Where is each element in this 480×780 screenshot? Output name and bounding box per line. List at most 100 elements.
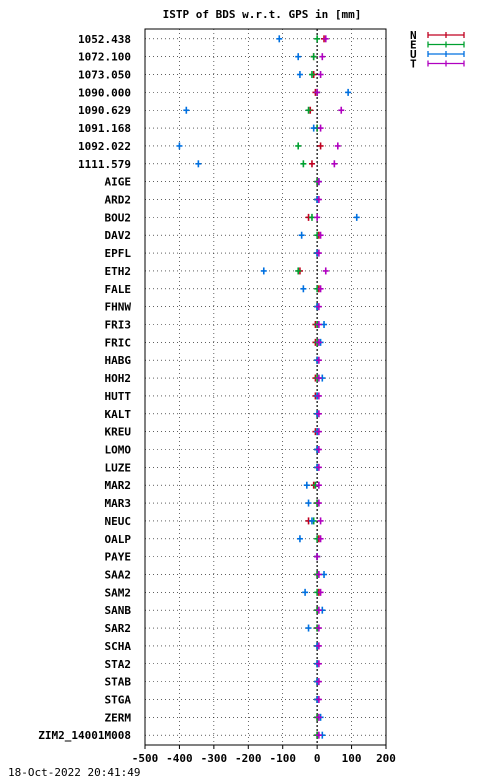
station-label: HABG	[105, 354, 132, 367]
data-point-u	[303, 481, 310, 489]
data-point-u	[176, 142, 183, 150]
x-tick-label: -100	[269, 752, 296, 765]
station-label: 1073.050	[78, 69, 131, 82]
data-point-u	[353, 213, 360, 221]
station-label: FRI3	[105, 319, 132, 332]
data-point-u	[183, 106, 190, 114]
data-point-t	[322, 35, 329, 43]
data-point-u	[305, 499, 312, 507]
footer-timestamp: 18-Oct-2022 20:41:49	[8, 766, 140, 779]
station-label: ARD2	[105, 194, 132, 207]
data-point-t	[322, 267, 329, 275]
data-point-u	[296, 535, 303, 543]
data-point-t	[315, 178, 322, 186]
data-point-t	[317, 231, 324, 239]
data-point-t	[315, 660, 322, 668]
data-point-t	[315, 624, 322, 632]
data-point-u	[345, 88, 352, 96]
data-point-u	[300, 285, 307, 293]
data-point-u	[296, 71, 303, 79]
data-point-t	[315, 678, 322, 686]
plot-frame	[144, 28, 387, 746]
station-label: FRIC	[105, 336, 132, 349]
x-tick-label: -300	[201, 752, 228, 765]
station-label: STA2	[105, 658, 132, 671]
x-tick-label: -400	[166, 752, 193, 765]
legend-label-u: U	[410, 48, 417, 61]
data-point-u	[298, 231, 305, 239]
station-label: HUTT	[105, 390, 132, 403]
station-label: ZERM	[105, 711, 132, 724]
station-label: SCHA	[105, 640, 132, 653]
station-label: 1091.168	[78, 122, 131, 135]
data-point-e	[295, 267, 302, 275]
station-label: BOU2	[105, 211, 132, 224]
legend-swatch-u	[427, 51, 465, 57]
station-label: 1072.100	[78, 51, 131, 64]
station-label: AIGE	[105, 176, 132, 189]
data-point-t	[317, 535, 324, 543]
data-point-t	[315, 428, 322, 436]
station-label: 1092.022	[78, 140, 131, 153]
data-point-t	[315, 249, 322, 257]
station-label: STAB	[105, 676, 132, 689]
station-label: DAV2	[105, 229, 132, 242]
station-rows: 1052.438 1072.100 1073.050 1090.000 1090.629…	[38, 33, 360, 742]
data-point-t	[315, 392, 322, 400]
station-label: LOMO	[105, 443, 132, 456]
data-point-e	[310, 53, 317, 61]
x-axis: -500 -400 -300 -200 -100 0 100 200	[132, 745, 396, 765]
legend-swatch-t	[427, 60, 465, 67]
data-point-u	[321, 570, 328, 578]
data-point-t	[315, 606, 322, 614]
data-point-u	[321, 321, 328, 329]
station-label: FHNW	[105, 301, 132, 314]
data-point-t	[315, 499, 322, 507]
data-point-t	[317, 285, 324, 293]
data-point-t	[315, 695, 322, 703]
station-label: OALP	[105, 533, 132, 546]
data-point-u	[305, 624, 312, 632]
x-tick-label: 200	[376, 752, 396, 765]
data-point-t	[315, 642, 322, 650]
data-point-u	[310, 124, 317, 132]
station-label: NEUC	[105, 515, 132, 528]
station-label: 1090.629	[78, 104, 131, 117]
data-point-t	[317, 124, 324, 132]
data-point-u	[260, 267, 267, 275]
data-point-e	[300, 160, 307, 168]
data-point-u	[195, 160, 202, 168]
station-label: SANB	[105, 604, 132, 617]
data-point-u	[295, 53, 302, 61]
station-label: SAR2	[105, 622, 132, 635]
data-point-t	[315, 356, 322, 364]
data-point-t	[315, 731, 322, 739]
data-point-e	[314, 35, 321, 43]
legend-label-e: E	[410, 39, 417, 52]
data-point-u	[308, 517, 315, 525]
station-label: ZIM2_14001M008	[38, 729, 131, 742]
gridlines	[145, 29, 386, 745]
x-tick-label: -200	[235, 752, 262, 765]
data-point-t	[315, 303, 322, 311]
station-label: 1052.438	[78, 33, 131, 46]
data-point-n	[308, 160, 315, 168]
x-tick-label: 0	[314, 752, 321, 765]
data-point-t	[331, 160, 338, 168]
station-label: SAA2	[105, 568, 132, 581]
data-point-t	[319, 53, 326, 61]
station-label: FALE	[105, 283, 132, 296]
station-label: 1111.579	[78, 158, 131, 171]
x-tick-label: 100	[342, 752, 362, 765]
legend-swatch-e	[427, 41, 465, 48]
data-point-e	[308, 213, 315, 221]
station-label: HOH2	[105, 372, 132, 385]
station-label: STGA	[105, 693, 132, 706]
data-point-t	[317, 588, 324, 596]
station-label: LUZE	[105, 461, 132, 474]
station-label: MAR3	[105, 497, 132, 510]
station-label: KALT	[105, 408, 132, 421]
data-point-e	[305, 106, 312, 114]
data-point-t	[315, 713, 322, 721]
